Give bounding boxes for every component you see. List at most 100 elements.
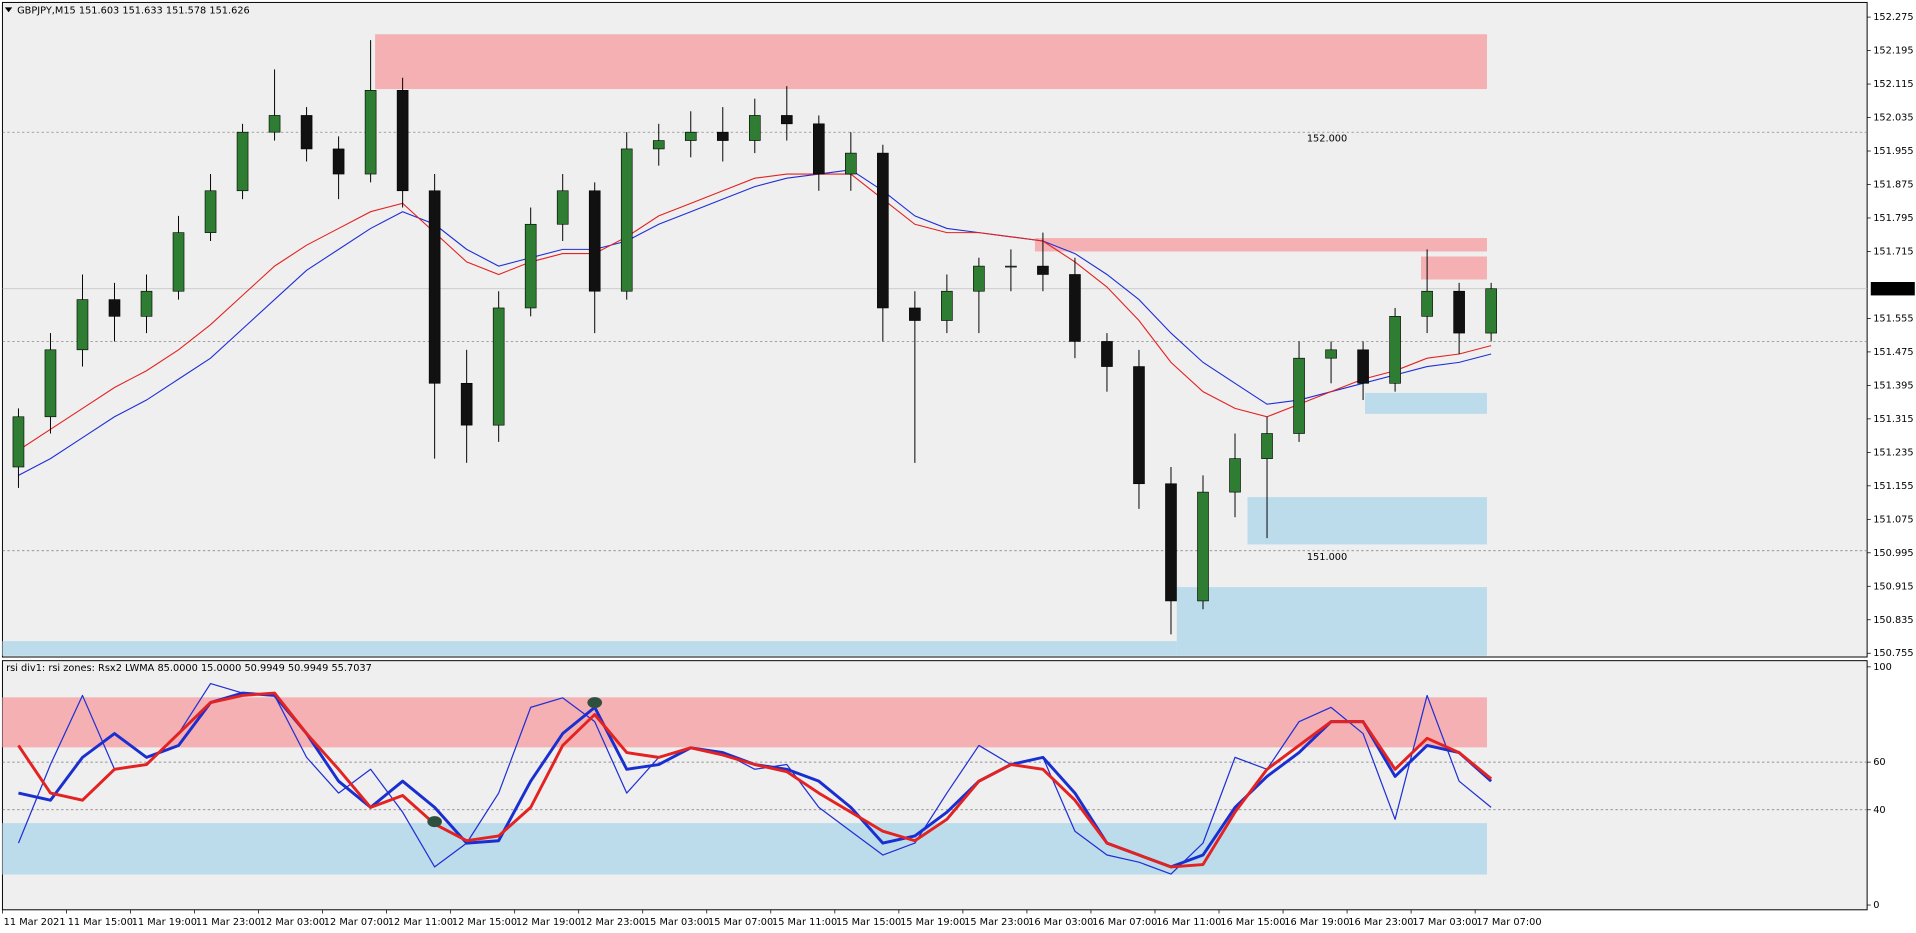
y-tick-label: 100 [1873,662,1892,673]
y-tick-label: 151.875 [1873,180,1913,191]
candle-body [652,140,665,150]
candle-body [332,148,345,175]
x-tick-label: 16 Mar 11:00 [1156,917,1221,928]
y-tick-label: 152.195 [1873,46,1913,57]
y-tick-label: 151.395 [1873,380,1913,391]
zone [2,641,1177,656]
candle-body [909,307,921,321]
y-tick-label: 152.035 [1873,113,1913,124]
candle-body [524,223,537,309]
x-tick-label: 12 Mar 07:00 [324,917,389,928]
candle-body [396,90,409,192]
x-tick-label: 12 Mar 11:00 [388,917,453,928]
price-tag [1870,281,1915,296]
candle-body [1197,491,1209,602]
y-tick-label: 40 [1873,805,1885,816]
x-tick-label: 12 Mar 19:00 [516,917,581,928]
candle-body [204,190,217,233]
level-label: 152.000 [1307,133,1347,144]
y-tick-label: 150.835 [1873,615,1913,626]
level-label: 151.000 [1307,552,1347,563]
x-tick-label: 15 Mar 19:00 [900,917,965,928]
candle-body [1357,349,1369,384]
y-tick-label: 60 [1873,757,1885,768]
x-tick-label: 17 Mar 03:00 [1412,917,1477,928]
signal-dot [587,697,603,709]
candle-body [364,90,377,175]
rsi-title: rsi div1: rsi zones: Rsx2 LWMA 85.0000 1… [6,663,372,674]
x-tick-label: 16 Mar 03:00 [1028,917,1093,928]
y-tick-label: 151.555 [1873,313,1913,324]
candle-body [1389,316,1401,384]
signal-dot [427,816,442,828]
candle-body [748,115,761,141]
zone [2,823,1487,875]
candle-body [1293,357,1305,434]
x-tick-label: 16 Mar 15:00 [1220,917,1285,928]
candle-body [716,131,729,141]
y-tick-label: 151.235 [1873,447,1913,458]
zone [1421,256,1487,280]
main-panel [1,1,1868,658]
y-tick-label: 152.275 [1873,12,1913,23]
candle-body [1325,349,1337,359]
y-tick-label: 0 [1873,900,1879,911]
x-tick-label: 11 Mar 19:00 [132,917,197,928]
x-tick-label: 16 Mar 23:00 [1348,917,1413,928]
candle-body [973,265,985,292]
x-tick-label: 17 Mar 07:00 [1476,917,1541,928]
candle-body [1069,274,1081,342]
candle-body [845,152,857,175]
candle-body [684,131,697,141]
candle-body [1101,341,1113,367]
candle-body [941,290,953,321]
x-tick-label: 15 Mar 11:00 [772,917,837,928]
y-tick-label: 151.955 [1873,146,1913,157]
y-tick-label: 151.795 [1873,213,1913,224]
menu-arrow [4,7,13,13]
y-tick-label: 150.995 [1873,548,1913,559]
candle-body [172,232,185,292]
x-tick-label: 15 Mar 03:00 [644,917,709,928]
rsi-line [17,691,1493,869]
x-tick-label: 16 Mar 07:00 [1092,917,1157,928]
candle-body [460,382,473,426]
candle-body [1229,458,1241,493]
x-tick-label: 11 Mar 15:00 [68,917,133,928]
candle-body [300,115,313,150]
x-tick-label: 11 Mar 2021 [4,917,66,928]
candle-body [236,131,249,192]
x-tick-label: 12 Mar 23:00 [580,917,645,928]
x-tick-label: 15 Mar 15:00 [836,917,901,928]
candle-body [12,416,25,468]
price-tag-label: 151.626 [1873,284,1913,295]
candle-body [556,190,569,225]
candle-body [108,299,121,317]
candle-body [492,307,505,426]
x-tick-label: 16 Mar 19:00 [1284,917,1349,928]
candle-body [813,123,825,175]
y-tick-label: 151.315 [1873,414,1913,425]
candle-body [140,290,153,317]
candle-body [1453,290,1465,334]
candle-body [1421,290,1433,317]
candle-body [428,190,441,384]
zone [1176,587,1487,656]
candle-body [44,349,57,418]
y-tick-label: 151.475 [1873,347,1913,358]
plot-layer: 152.000 151.000 152.275 152.195 152.115 152.0… [2,12,1915,928]
candle-body [1133,366,1145,485]
moving-average [18,173,1492,451]
candle-body [1261,433,1273,459]
x-tick-label: 11 Mar 23:00 [196,917,261,928]
y-tick-label: 152.115 [1873,79,1913,90]
zone [375,34,1487,90]
main-title: GBPJPY,M15 151.603 151.633 151.578 151.6… [17,5,250,16]
candle-body [877,152,889,309]
zone [1034,238,1487,252]
candle-body [76,299,89,351]
y-tick-label: 151.715 [1873,246,1913,257]
zone [2,697,1487,748]
